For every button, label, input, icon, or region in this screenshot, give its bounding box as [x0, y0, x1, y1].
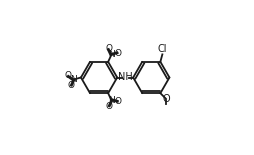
- Text: O: O: [162, 94, 170, 104]
- Text: N: N: [108, 96, 114, 105]
- Text: Cl: Cl: [157, 44, 166, 54]
- Text: O: O: [105, 102, 112, 111]
- Text: O: O: [65, 71, 71, 80]
- Text: O: O: [114, 97, 121, 106]
- Text: N: N: [70, 75, 77, 84]
- Text: O: O: [114, 49, 121, 58]
- Text: O: O: [105, 44, 112, 53]
- Text: NH: NH: [117, 72, 132, 82]
- Text: O: O: [67, 81, 74, 90]
- Text: N: N: [108, 50, 114, 59]
